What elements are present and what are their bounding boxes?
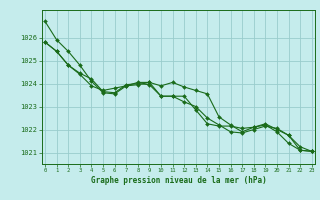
X-axis label: Graphe pression niveau de la mer (hPa): Graphe pression niveau de la mer (hPa) [91, 176, 266, 185]
